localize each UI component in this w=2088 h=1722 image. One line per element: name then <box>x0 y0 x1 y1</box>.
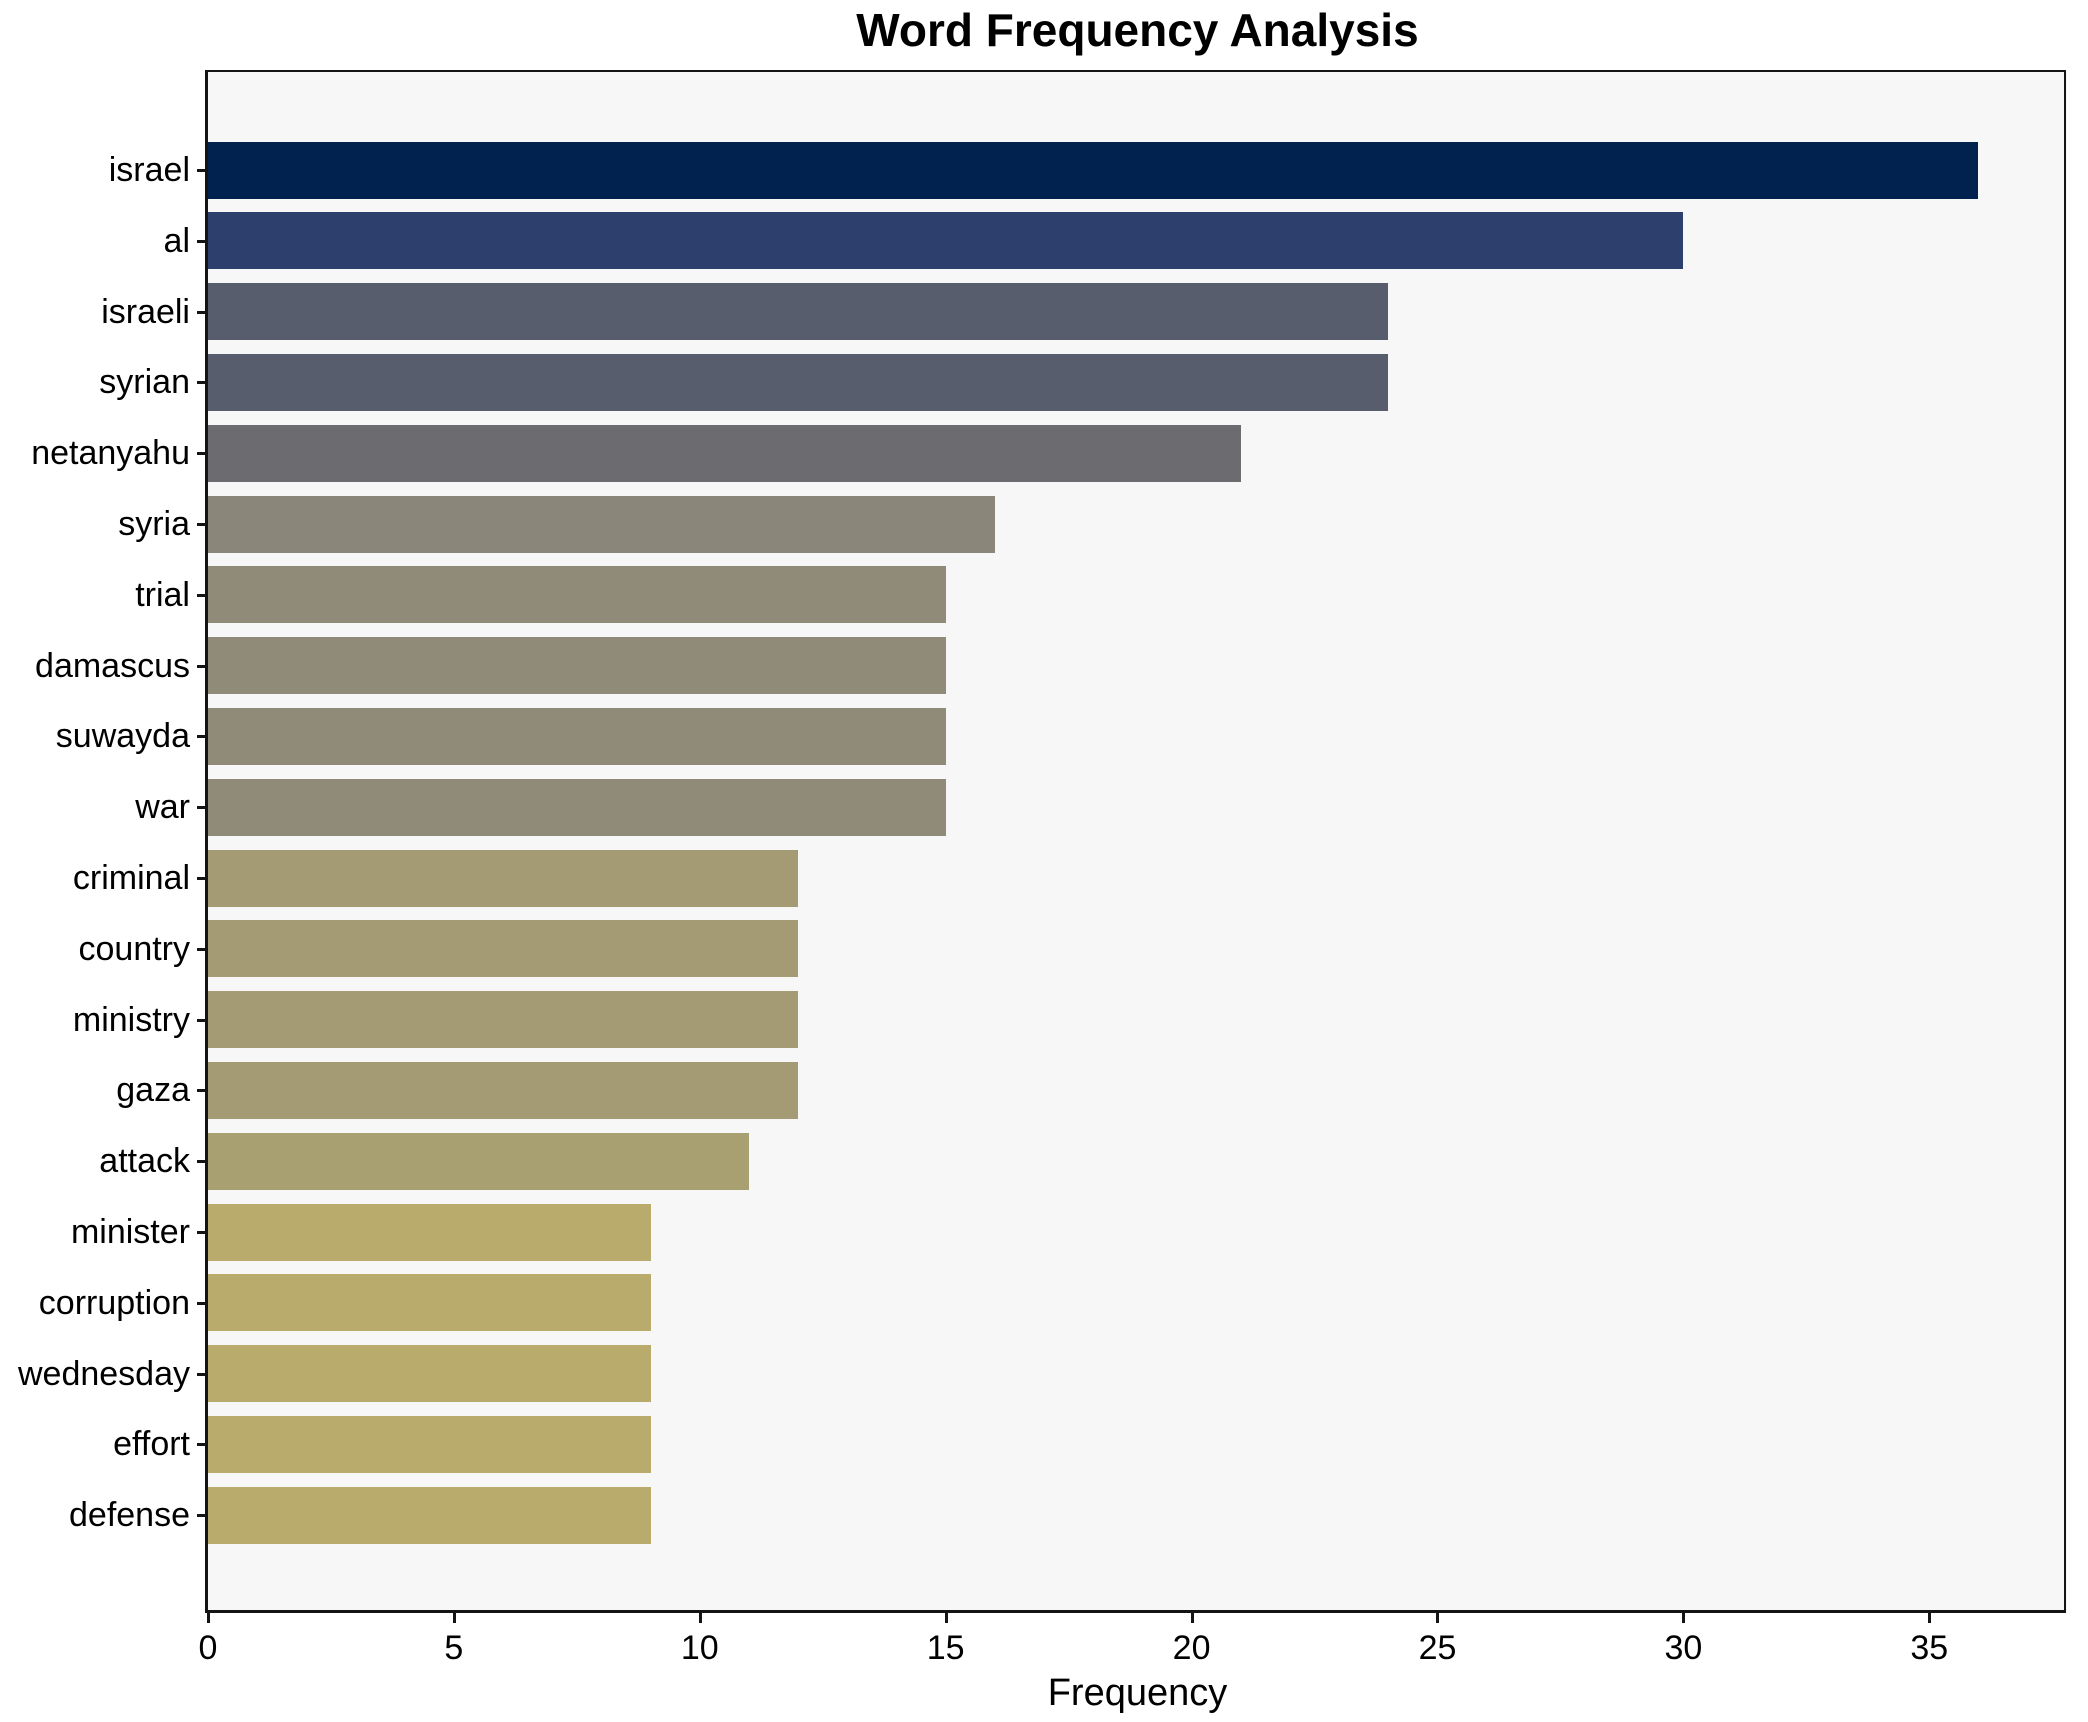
y-tick-label: trial <box>135 575 190 614</box>
bar-war <box>208 778 946 836</box>
y-tick-mark <box>197 310 206 314</box>
y-tick-label: country <box>78 929 191 968</box>
y-tick-label: attack <box>99 1142 190 1181</box>
x-tick-label: 5 <box>444 1629 464 1667</box>
x-tick-mark <box>698 1612 702 1623</box>
bar-attack <box>208 1132 749 1190</box>
bar-criminal <box>208 849 799 907</box>
bar-israeli <box>208 283 1389 341</box>
bar-trial <box>208 566 946 624</box>
bar-syrian <box>208 353 1389 411</box>
bar-minister <box>208 1203 651 1261</box>
y-tick-label: syria <box>118 505 190 543</box>
y-tick-label: gaza <box>116 1071 190 1110</box>
y-tick-mark <box>197 1018 206 1022</box>
bar-damascus <box>208 637 946 695</box>
y-tick-label: suwayda <box>55 717 190 756</box>
y-tick-mark <box>197 806 206 810</box>
bar-effort <box>208 1415 651 1473</box>
bar-corruption <box>208 1274 651 1332</box>
x-tick-label: 10 <box>680 1629 719 1667</box>
y-tick-mark <box>197 169 206 172</box>
y-tick-mark <box>197 947 206 951</box>
bar-wednesday <box>208 1345 651 1403</box>
bar-al <box>208 212 1684 270</box>
y-tick-label: ministry <box>72 1000 190 1039</box>
y-tick-label: criminal <box>72 859 190 897</box>
bar-gaza <box>208 1061 799 1119</box>
y-tick-label: minister <box>70 1213 190 1251</box>
bar-syria <box>208 495 995 553</box>
x-tick-mark <box>1682 1612 1686 1623</box>
y-tick-label: war <box>135 788 190 827</box>
x-tick-label: 30 <box>1664 1629 1703 1667</box>
y-tick-mark <box>197 1301 206 1305</box>
x-tick-label: 0 <box>198 1629 218 1667</box>
y-tick-label: israel <box>108 151 190 189</box>
y-tick-mark <box>197 239 206 243</box>
y-tick-mark <box>197 523 206 526</box>
y-tick-label: al <box>163 221 190 260</box>
x-tick-label: 20 <box>1172 1629 1211 1667</box>
y-tick-mark <box>197 1231 206 1234</box>
bar-suwayda <box>208 707 946 765</box>
y-tick-mark <box>197 381 206 385</box>
y-tick-label: syrian <box>99 363 190 402</box>
x-tick-mark <box>1928 1612 1932 1623</box>
x-tick-mark <box>207 1612 210 1623</box>
chart-title: Word Frequency Analysis <box>856 4 1419 56</box>
y-tick-mark <box>197 735 206 739</box>
y-tick-label: wednesday <box>17 1354 190 1393</box>
x-tick-mark <box>1190 1612 1194 1623</box>
bar-israel <box>208 141 1979 199</box>
bar-country <box>208 920 799 978</box>
y-tick-label: effort <box>113 1425 190 1464</box>
y-tick-mark <box>197 1160 206 1164</box>
bar-defense <box>208 1486 651 1544</box>
y-tick-label: defense <box>69 1496 190 1535</box>
y-tick-mark <box>197 664 206 668</box>
y-tick-mark <box>197 1514 206 1518</box>
y-tick-mark <box>197 1443 206 1447</box>
x-tick-label: 15 <box>926 1629 965 1667</box>
y-tick-mark <box>197 1089 206 1093</box>
y-tick-mark <box>197 452 206 456</box>
y-tick-label: israeli <box>101 292 190 331</box>
x-axis-label: Frequency <box>1047 1672 1228 1714</box>
y-tick-mark <box>197 1372 206 1376</box>
x-tick-mark <box>452 1612 456 1623</box>
x-tick-label: 35 <box>1910 1629 1949 1667</box>
x-tick-mark <box>944 1612 948 1623</box>
bar-netanyahu <box>208 424 1241 482</box>
y-tick-mark <box>197 593 206 597</box>
bar-ministry <box>208 991 799 1049</box>
y-tick-label: corruption <box>38 1283 190 1322</box>
y-tick-label: netanyahu <box>31 434 190 473</box>
y-tick-label: damascus <box>35 646 190 685</box>
y-tick-mark <box>197 877 206 880</box>
x-tick-label: 25 <box>1418 1629 1457 1667</box>
x-tick-mark <box>1436 1612 1440 1623</box>
